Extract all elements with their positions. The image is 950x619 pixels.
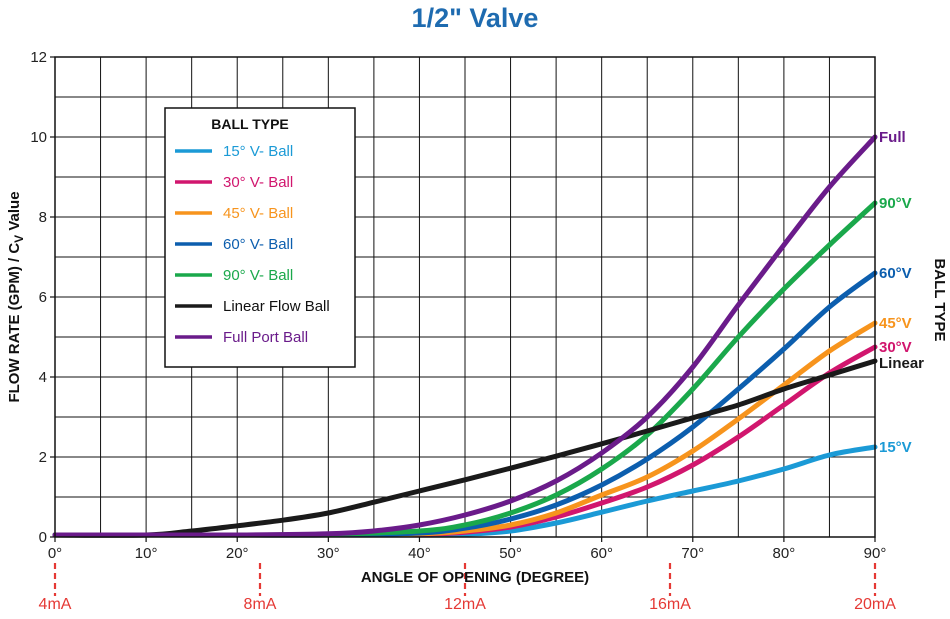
y-axis-label-subscript: V	[12, 235, 26, 243]
signal-markers: 4mA 8mA 12mA 16mA 20mA	[39, 563, 896, 613]
y-tick-label: 8	[39, 209, 47, 226]
series-line	[52, 134, 878, 538]
y-axis-label-tail: Value	[6, 191, 23, 234]
legend-items: 15° V- Ball 30° V- Ball 45° V- Ball 60° V- …	[175, 143, 330, 346]
series-end-label: 30°V	[879, 339, 912, 356]
signal-marker-label: 20mA	[854, 596, 896, 613]
series-end-label: Linear	[879, 355, 924, 372]
x-tick-label: 90°	[864, 545, 887, 562]
y-tick-label: 0	[39, 529, 47, 546]
signal-marker-label: 12mA	[444, 596, 486, 613]
y-tick-label: 12	[30, 49, 47, 66]
y-axis-label-main: FLOW RATE (GPM) / C	[6, 243, 23, 403]
chart-title: 1/2" Valve	[412, 3, 539, 33]
ball-type-side-label: BALL TYPE	[931, 258, 948, 341]
y-tick-label: 6	[39, 289, 47, 306]
series-end-label: 90°V	[879, 195, 912, 212]
series-end-label: 45°V	[879, 315, 912, 332]
series-line	[52, 358, 878, 538]
y-axis-label: FLOW RATE (GPM) / CV Value	[6, 191, 26, 402]
signal-marker-label: 16mA	[649, 596, 691, 613]
x-tick-label: 30°	[317, 545, 340, 562]
legend-title: BALL TYPE	[211, 116, 289, 132]
series-end-label: 60°V	[879, 265, 912, 282]
y-tick-label: 2	[39, 449, 47, 466]
series-layer	[52, 134, 878, 538]
legend-label: 90° V- Ball	[223, 267, 293, 284]
x-tick-label: 0°	[48, 545, 62, 562]
series-end-label: 15°V	[879, 439, 912, 456]
legend-label: Linear Flow Ball	[223, 298, 330, 315]
x-tick-label: 20°	[226, 545, 249, 562]
series-end-label: Full	[879, 129, 906, 146]
legend-label: 30° V- Ball	[223, 174, 293, 191]
x-tick-label: 50°	[499, 545, 522, 562]
x-axis-label: ANGLE OF OPENING (DEGREE)	[361, 569, 589, 586]
legend-label: 15° V- Ball	[223, 143, 293, 160]
signal-marker-label: 8mA	[244, 596, 277, 613]
signal-marker-label: 4mA	[39, 596, 72, 613]
y-tick-label: 10	[30, 129, 47, 146]
legend-label: Full Port Ball	[223, 329, 308, 346]
x-tick-label: 10°	[135, 545, 158, 562]
x-tick-label: 70°	[681, 545, 704, 562]
x-tick-label: 60°	[590, 545, 613, 562]
legend: BALL TYPE 15° V- Ball 30° V- Ball 45° V- B…	[164, 107, 356, 368]
legend-label: 60° V- Ball	[223, 236, 293, 253]
legend-label: 45° V- Ball	[223, 205, 293, 222]
x-tick-label: 40°	[408, 545, 431, 562]
ticks: 0° 10° 20° 30° 40° 50° 60° 70° 80° 90° 0 2 4 6 8 10 12	[30, 49, 886, 562]
y-tick-label: 4	[39, 369, 47, 386]
x-tick-label: 80°	[773, 545, 796, 562]
